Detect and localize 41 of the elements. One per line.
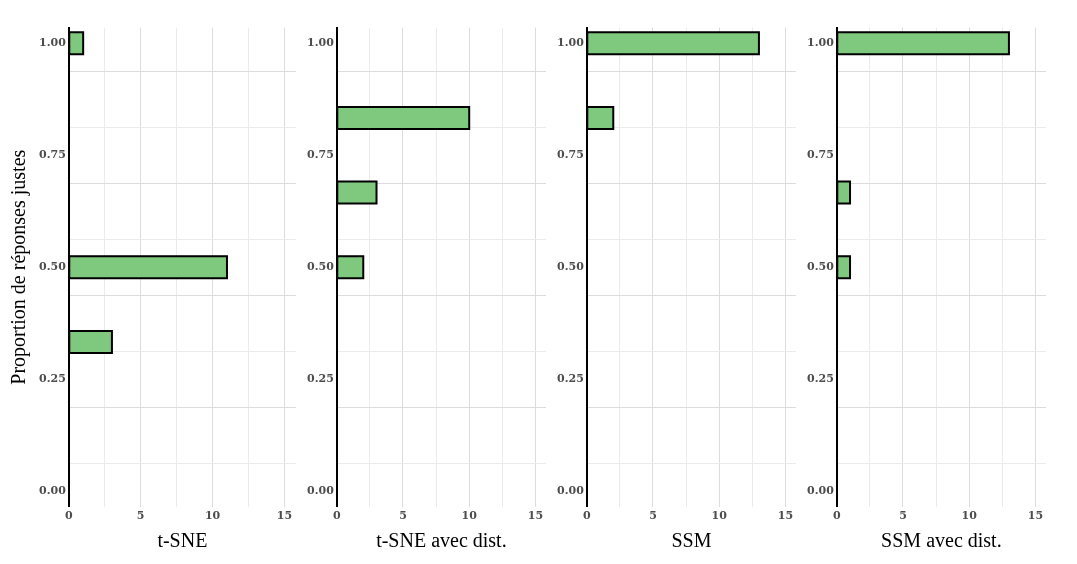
y-tick-label: 0.25 [556, 372, 584, 386]
x-tick-label: 5 [399, 509, 407, 523]
y-tick-label: 1.00 [306, 36, 335, 50]
x-axis-title: SSM [671, 529, 712, 552]
y-tick-label: 0.50 [38, 260, 67, 274]
y-tick-label: 0.75 [306, 148, 334, 162]
x-tick-label: 0 [582, 509, 591, 523]
y-tick-label: 0.75 [806, 148, 834, 162]
x-axis-title: t-SNE avec dist. [376, 529, 507, 552]
y-tick-label: 0.25 [806, 372, 834, 386]
x-tick-label: 10 [204, 509, 221, 523]
y-tick-label: 1.00 [38, 36, 67, 50]
y-tick-label: 0.50 [306, 260, 335, 274]
y-tick-label: 0.50 [556, 260, 585, 274]
y-tick-label: 0.75 [38, 148, 66, 162]
x-axis-title: t-SNE [157, 529, 208, 552]
y-tick-label: 0.75 [556, 148, 584, 162]
x-tick-label: 15 [777, 509, 794, 523]
x-tick-label: 15 [527, 509, 544, 523]
y-tick-label: 0.00 [556, 483, 585, 497]
x-tick-label: 10 [961, 509, 978, 523]
y-tick-label: 0.25 [306, 372, 334, 386]
y-tick-label: 0.00 [38, 483, 67, 497]
y-tick-label: 1.00 [556, 36, 585, 50]
y-tick-label: 0.25 [38, 372, 66, 386]
y-tick-label: 0.50 [806, 260, 835, 274]
y-tick-label: 0.00 [306, 483, 335, 497]
y-axis-title: Proportion de réponses justes [7, 149, 31, 385]
y-tick-label: 1.00 [806, 36, 835, 50]
y-tick-label: 0.00 [806, 483, 835, 497]
x-tick-label: 0 [832, 509, 841, 523]
x-tick-label: 10 [461, 509, 478, 523]
x-tick-label: 5 [649, 509, 657, 523]
x-tick-label: 10 [711, 509, 728, 523]
x-axis-title: SSM avec dist. [881, 529, 1002, 552]
x-tick-label: 5 [899, 509, 907, 523]
x-tick-label: 5 [136, 509, 145, 523]
x-tick-label: 15 [276, 509, 293, 523]
x-tick-label: 0 [64, 509, 73, 523]
x-tick-label: 0 [332, 509, 341, 523]
x-tick-label: 15 [1027, 509, 1044, 523]
